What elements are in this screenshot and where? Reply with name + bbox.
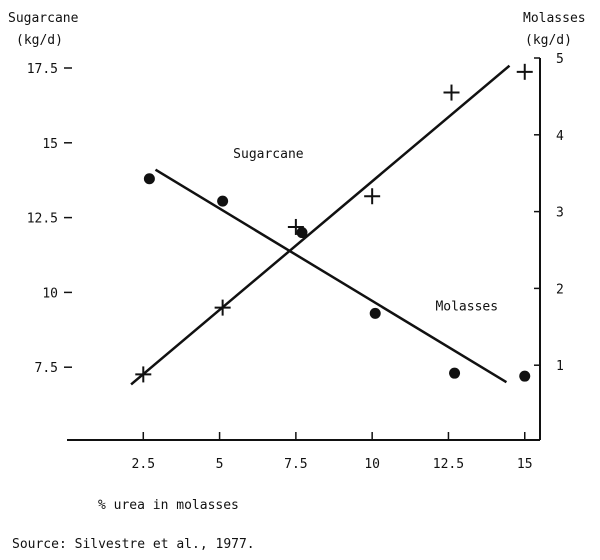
y-left-ticks: 7.5 10 12.5 15 17.5 <box>27 62 72 376</box>
y-left-axis-title-line1: Sugarcane <box>8 11 79 26</box>
y-left-axis-title-line2: (kg/d) <box>16 33 63 48</box>
x-tick-label: 2.5 <box>132 457 155 472</box>
circle-point <box>143 173 155 185</box>
plus-point <box>364 188 381 205</box>
x-ticks: 2.5 5 7.5 10 12.5 15 <box>132 432 533 472</box>
x-tick-label: 15 <box>517 457 533 472</box>
plus-point <box>135 366 152 383</box>
y-right-axis-title: Molasses (kg/d) <box>523 11 586 48</box>
y-right-tick-label: 1 <box>556 359 564 374</box>
y-left-tick-label: 10 <box>42 286 58 301</box>
y-left-tick-label: 15 <box>42 137 58 152</box>
x-axis-title: % urea in molasses <box>98 498 239 513</box>
y-right-axis-title-line1: Molasses <box>523 11 586 26</box>
y-right-tick-label: 5 <box>556 52 564 67</box>
data-points <box>135 63 533 383</box>
y-left-axis-title: Sugarcane (kg/d) <box>8 11 79 48</box>
circle-point <box>449 367 461 379</box>
circle-point <box>296 227 308 239</box>
annotation-label: Sugarcane <box>233 147 304 162</box>
y-right-tick-label: 3 <box>556 206 564 221</box>
plus-point <box>443 84 460 101</box>
circle-point <box>519 370 531 382</box>
x-tick-label: 7.5 <box>284 457 307 472</box>
x-tick-label: 5 <box>216 457 224 472</box>
y-left-tick-label: 17.5 <box>27 62 58 77</box>
y-right-tick-label: 2 <box>556 282 564 297</box>
x-tick-label: 12.5 <box>433 457 464 472</box>
y-left-tick-label: 7.5 <box>35 361 58 376</box>
y-right-axis-title-line2: (kg/d) <box>525 33 572 48</box>
plus-point <box>214 299 231 316</box>
fit-lines <box>130 64 511 386</box>
y-right-ticks: 1 2 3 4 5 <box>534 52 564 374</box>
x-tick-label: 10 <box>364 457 380 472</box>
circle-series-fit-line <box>154 168 508 384</box>
annotations: Sugarcane Molasses <box>233 147 498 315</box>
plus-point <box>287 218 304 235</box>
plus-point <box>516 63 533 80</box>
y-right-tick-label: 4 <box>556 129 564 144</box>
source-caption: Source: Silvestre et al., 1977. <box>12 537 255 552</box>
annotation-label: Molasses <box>435 299 498 314</box>
circle-point <box>369 307 381 319</box>
y-left-tick-label: 12.5 <box>27 212 58 227</box>
circle-point <box>217 195 229 207</box>
plus-series-fit-line <box>130 64 511 386</box>
